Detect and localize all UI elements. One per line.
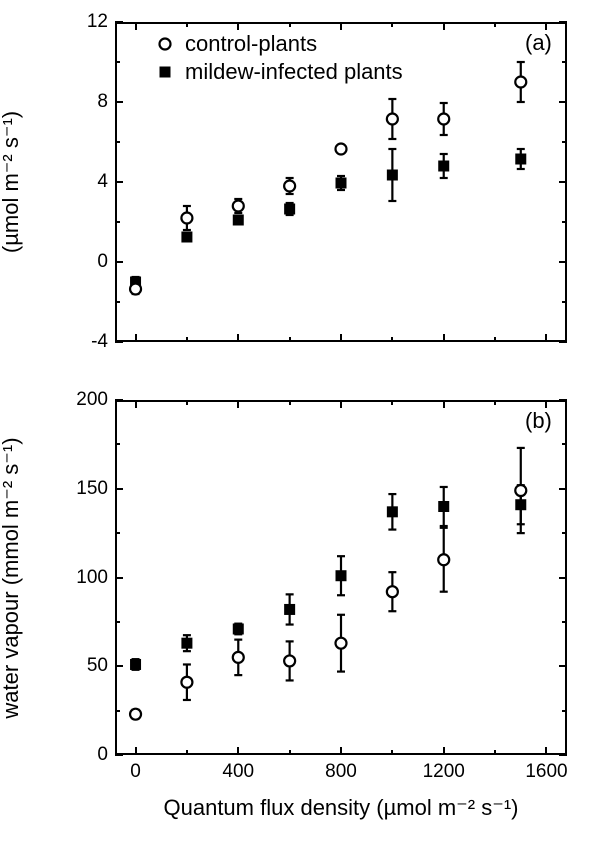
marker-control [387, 586, 398, 597]
y-axis-label: Stomatal conductance towater vapour (mmo… [0, 400, 25, 755]
marker-infected [336, 178, 347, 189]
marker-infected [284, 204, 295, 215]
x-axis-label: Quantum flux density (µmol m⁻² s⁻¹) [115, 795, 567, 821]
y-tick-label: 8 [60, 91, 108, 113]
legend-item: mildew-infected plants [145, 58, 403, 86]
y-tick-label: -4 [60, 331, 108, 353]
y-tick-label: 12 [60, 11, 108, 33]
y-axis-label-line2: (µmol m⁻² s⁻¹) [0, 22, 25, 342]
legend-item: control-plants [145, 30, 403, 58]
marker-infected [387, 506, 398, 517]
y-axis-label-line2: water vapour (mmol m⁻² s⁻¹) [0, 400, 25, 755]
y-tick-label: 150 [60, 478, 108, 500]
filled-square-swatch [145, 64, 185, 80]
legend-label: mildew-infected plants [185, 59, 403, 85]
x-tick-label: 1200 [414, 761, 474, 783]
marker-control [233, 652, 244, 663]
x-tick-label: 1600 [516, 761, 576, 783]
marker-infected [181, 638, 192, 649]
data-layer [115, 400, 567, 755]
marker-infected [387, 170, 398, 181]
marker-control [515, 77, 526, 88]
marker-infected [336, 570, 347, 581]
figure-container: -4 0 4 8 12 (a) Net assimilation rate(µmol m⁻²… [0, 0, 599, 847]
marker-control [233, 201, 244, 212]
legend: control-plantsmildew-infected plants [145, 30, 403, 86]
marker-infected [438, 501, 449, 512]
marker-control [130, 284, 141, 295]
marker-control [284, 655, 295, 666]
marker-infected [284, 604, 295, 615]
marker-control [181, 677, 192, 688]
marker-control [336, 144, 347, 155]
open-circle-swatch [145, 36, 185, 52]
marker-control [284, 181, 295, 192]
marker-control [387, 114, 398, 125]
y-tick-label: 200 [60, 389, 108, 411]
y-tick-label: 4 [60, 171, 108, 193]
y-tick-label: 0 [60, 744, 108, 766]
y-tick-label: 100 [60, 567, 108, 589]
marker-infected [515, 154, 526, 165]
marker-control [336, 638, 347, 649]
y-tick-label: 0 [60, 251, 108, 273]
marker-infected [130, 659, 141, 670]
x-tick-label: 400 [208, 761, 268, 783]
panel-letter: (a) [525, 30, 552, 56]
y-axis-label: Net assimilation rate(µmol m⁻² s⁻¹) [0, 22, 25, 342]
x-tick-label: 0 [106, 761, 166, 783]
marker-control [515, 485, 526, 496]
marker-infected [438, 161, 449, 172]
marker-control [130, 709, 141, 720]
panel-letter: (b) [525, 408, 552, 434]
legend-label: control-plants [185, 31, 317, 57]
marker-infected [515, 499, 526, 510]
marker-control [438, 554, 449, 565]
marker-infected [233, 623, 244, 634]
y-tick-label: 50 [60, 655, 108, 677]
marker-control [181, 213, 192, 224]
marker-infected [181, 232, 192, 243]
marker-infected [233, 215, 244, 226]
x-tick-label: 800 [311, 761, 371, 783]
marker-control [438, 114, 449, 125]
